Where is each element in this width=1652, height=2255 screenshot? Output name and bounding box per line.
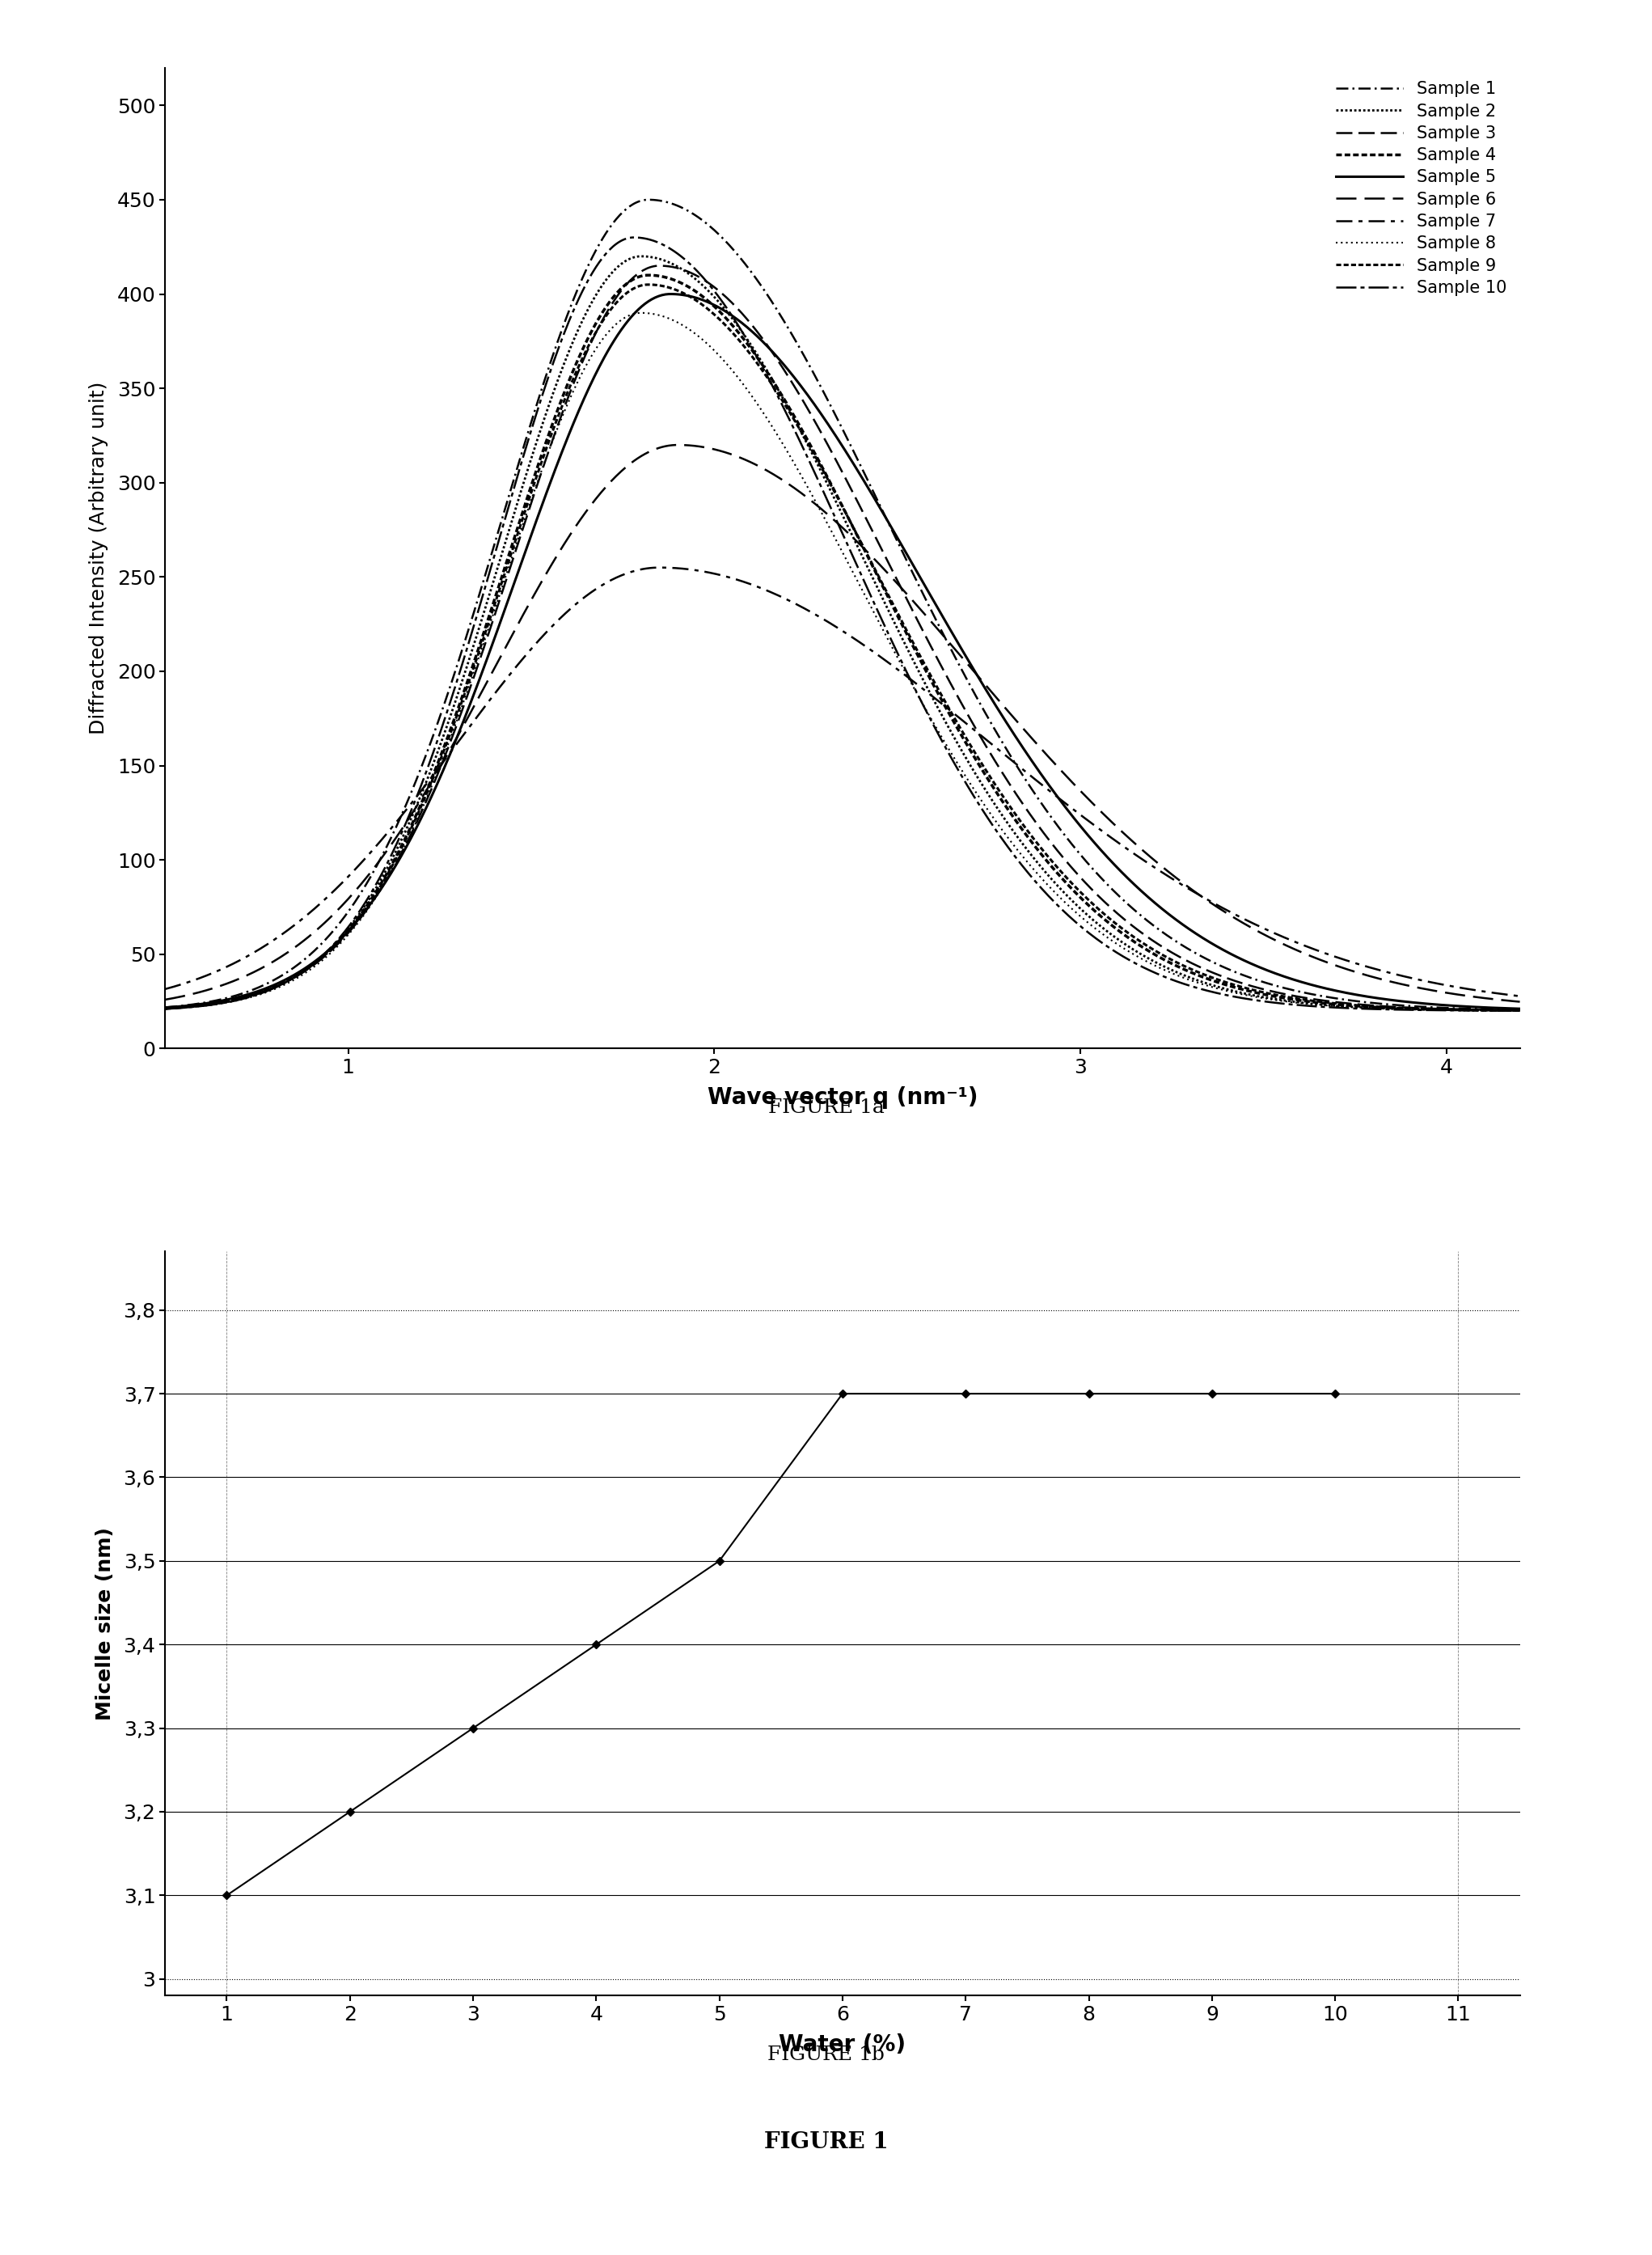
X-axis label: Wave vector q (nm⁻¹): Wave vector q (nm⁻¹) xyxy=(707,1087,978,1109)
X-axis label: Water (%): Water (%) xyxy=(780,2034,905,2057)
Y-axis label: Diffracted Intensity (Arbitrary unit): Diffracted Intensity (Arbitrary unit) xyxy=(89,381,107,735)
Text: FIGURE 1: FIGURE 1 xyxy=(763,2131,889,2154)
Y-axis label: Micelle size (nm): Micelle size (nm) xyxy=(96,1527,114,1721)
Text: FIGURE 1b: FIGURE 1b xyxy=(768,2045,884,2063)
Legend: Sample 1, Sample 2, Sample 3, Sample 4, Sample 5, Sample 6, Sample 7, Sample 8, : Sample 1, Sample 2, Sample 3, Sample 4, … xyxy=(1330,77,1512,300)
Text: FIGURE 1a: FIGURE 1a xyxy=(768,1098,884,1116)
